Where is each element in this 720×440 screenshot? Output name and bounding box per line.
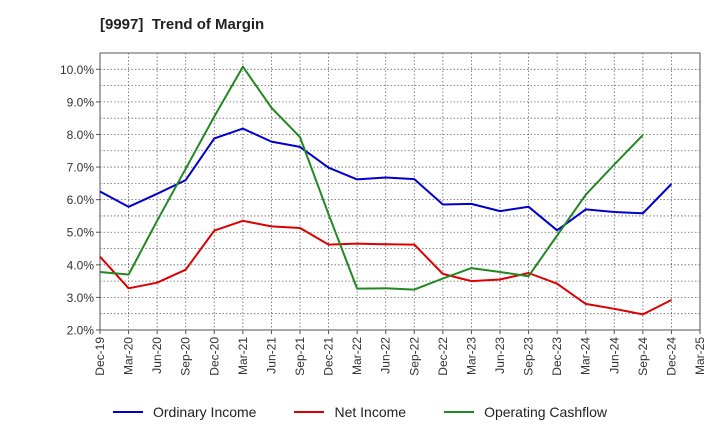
legend-label-ordinary-income: Ordinary Income	[152, 404, 257, 420]
x-axis-ticks: Dec-19 Mar-20 Jun-20 Sep-20 Dec-20 Mar-21 Jun-…	[93, 330, 707, 376]
x-tick-label: Jun-23	[493, 337, 507, 374]
y-tick-label: 6.0%	[67, 193, 95, 207]
chart-title: [9997] Trend of Margin	[100, 16, 265, 33]
y-tick-label: 5.0%	[67, 226, 95, 240]
legend-swatch-ordinary-income	[112, 411, 143, 413]
x-tick-label: Sep-24	[636, 337, 650, 376]
x-tick-label: Jun-22	[379, 337, 393, 374]
x-tick-label: Mar-20	[122, 337, 136, 375]
x-tick-label: Sep-20	[179, 337, 193, 376]
grid-lines	[100, 53, 700, 330]
x-tick-label: Dec-19	[93, 337, 107, 376]
y-tick-label: 2.0%	[67, 324, 95, 338]
x-tick-label: Mar-24	[579, 337, 593, 375]
series-line-net-income	[99, 219, 672, 316]
legend-swatch-net-income	[294, 411, 325, 413]
legend-label-operating-cashflow: Operating Cashflow	[484, 404, 608, 420]
x-tick-label: Jun-24	[607, 337, 621, 374]
x-tick-label: Sep-21	[293, 337, 307, 376]
y-axis-ticks: 2.0% 3.0% 4.0% 5.0% 6.0% 7.0% 8.0% 9.0% 10.0%	[60, 63, 100, 338]
x-tick-label: Dec-23	[550, 337, 564, 376]
legend-item-ordinary-income: Ordinary Income	[112, 404, 257, 420]
y-tick-label: 7.0%	[67, 161, 95, 175]
y-tick-label: 4.0%	[67, 258, 95, 272]
y-tick-label: 9.0%	[67, 95, 95, 109]
x-tick-label: Mar-25	[693, 337, 707, 375]
x-tick-label: Mar-21	[236, 337, 250, 375]
legend-label-net-income: Net Income	[334, 404, 407, 420]
legend: Ordinary Income Net Income Operating Cas…	[0, 404, 720, 420]
y-tick-label: 10.0%	[60, 63, 94, 77]
y-tick-label: 8.0%	[67, 128, 95, 142]
legend-item-net-income: Net Income	[294, 404, 406, 420]
x-tick-label: Mar-23	[464, 337, 478, 375]
x-tick-label: Dec-24	[664, 337, 678, 376]
x-tick-label: Sep-22	[407, 337, 421, 376]
x-tick-label: Sep-23	[522, 337, 536, 376]
legend-swatch-operating-cashflow	[444, 411, 475, 413]
x-tick-label: Dec-20	[207, 337, 221, 376]
x-tick-label: Dec-21	[322, 337, 336, 376]
x-tick-label: Jun-20	[150, 337, 164, 374]
series-line-operating-cashflow	[99, 65, 644, 291]
x-tick-label: Jun-21	[264, 337, 278, 374]
y-tick-label: 3.0%	[67, 291, 95, 305]
x-tick-label: Dec-22	[436, 337, 450, 376]
x-tick-label: Mar-22	[350, 337, 364, 375]
legend-item-operating-cashflow: Operating Cashflow	[444, 404, 607, 420]
series-line-ordinary-income	[99, 127, 673, 232]
series-lines	[99, 65, 673, 316]
